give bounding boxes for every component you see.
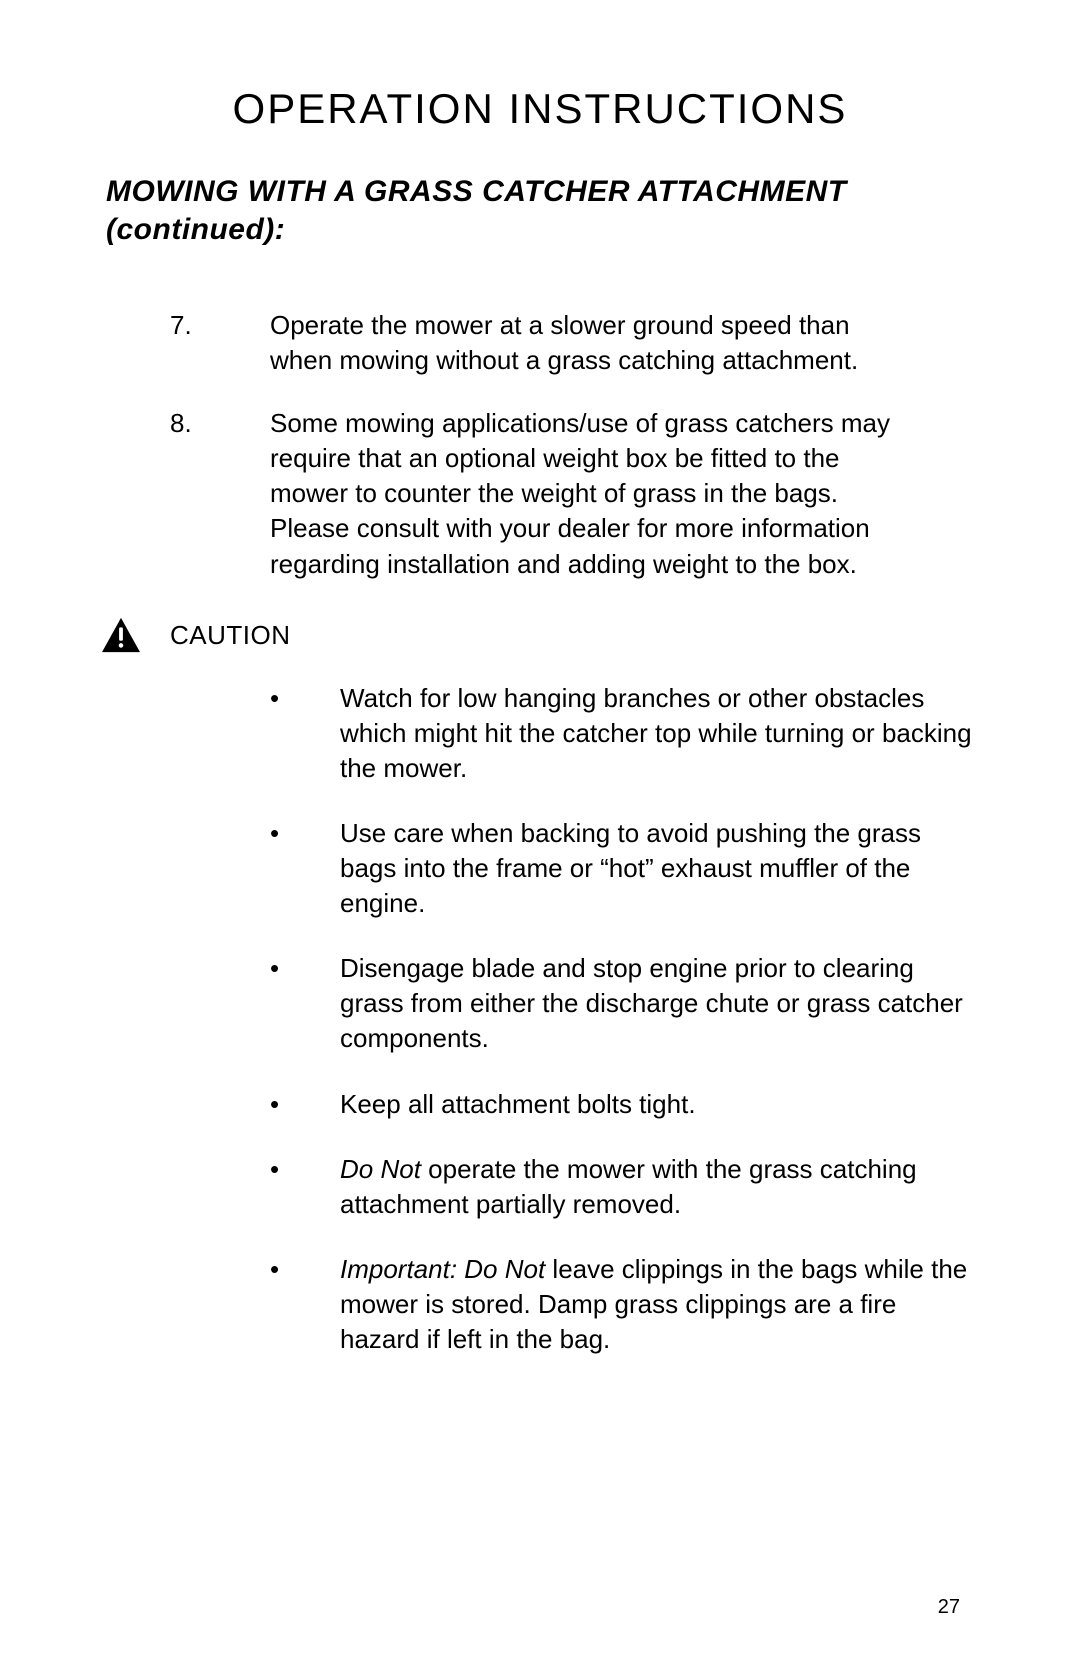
section-heading: MOWING WITH A GRASS CATCHER ATTACHMENT (…	[100, 173, 980, 248]
bullet-icon: •	[270, 816, 340, 921]
item-number: 8.	[170, 406, 270, 581]
emphasis-prefix: Do Not	[340, 1154, 421, 1184]
numbered-list: 7. Operate the mower at a slower ground …	[170, 308, 980, 582]
item-text: Some mowing applications/use of grass ca…	[270, 406, 890, 581]
bullet-icon: •	[270, 951, 340, 1056]
bullet-text: Do Not operate the mower with the grass …	[340, 1152, 980, 1222]
page-number: 27	[938, 1596, 960, 1619]
list-item: 8. Some mowing applications/use of grass…	[170, 406, 980, 581]
section-heading-line2: (continued):	[106, 213, 285, 246]
bullet-icon: •	[270, 681, 340, 786]
item-text: Operate the mower at a slower ground spe…	[270, 308, 890, 378]
bullet-text: Watch for low hanging branches or other …	[340, 681, 980, 786]
item-number: 7.	[170, 308, 270, 378]
emphasis-prefix: Important: Do Not	[340, 1254, 545, 1284]
bullet-icon: •	[270, 1252, 340, 1357]
list-item: • Use care when backing to avoid pushing…	[270, 816, 980, 921]
warning-triangle-icon	[100, 616, 170, 654]
caution-bullet-list: • Watch for low hanging branches or othe…	[270, 681, 980, 1357]
caution-content: CAUTION • Watch for low hanging branches…	[170, 620, 980, 1387]
list-item: • Do Not operate the mower with the gras…	[270, 1152, 980, 1222]
list-item: • Disengage blade and stop engine prior …	[270, 951, 980, 1056]
caution-label: CAUTION	[170, 620, 980, 651]
bullet-icon: •	[270, 1152, 340, 1222]
list-item: • Watch for low hanging branches or othe…	[270, 681, 980, 786]
bullet-icon: •	[270, 1087, 340, 1122]
list-item: • Keep all attachment bolts tight.	[270, 1087, 980, 1122]
section-heading-line1: MOWING WITH A GRASS CATCHER ATTACHMENT	[106, 175, 847, 208]
bullet-text: Disengage blade and stop engine prior to…	[340, 951, 980, 1056]
bullet-text: Important: Do Not leave clippings in the…	[340, 1252, 980, 1357]
manual-page: OPERATION INSTRUCTIONS MOWING WITH A GRA…	[0, 0, 1080, 1669]
list-item: • Important: Do Not leave clippings in t…	[270, 1252, 980, 1357]
caution-block: CAUTION • Watch for low hanging branches…	[100, 620, 980, 1387]
bullet-text: Keep all attachment bolts tight.	[340, 1087, 696, 1122]
list-item: 7. Operate the mower at a slower ground …	[170, 308, 980, 378]
page-title: OPERATION INSTRUCTIONS	[100, 85, 980, 133]
bullet-text: Use care when backing to avoid pushing t…	[340, 816, 980, 921]
